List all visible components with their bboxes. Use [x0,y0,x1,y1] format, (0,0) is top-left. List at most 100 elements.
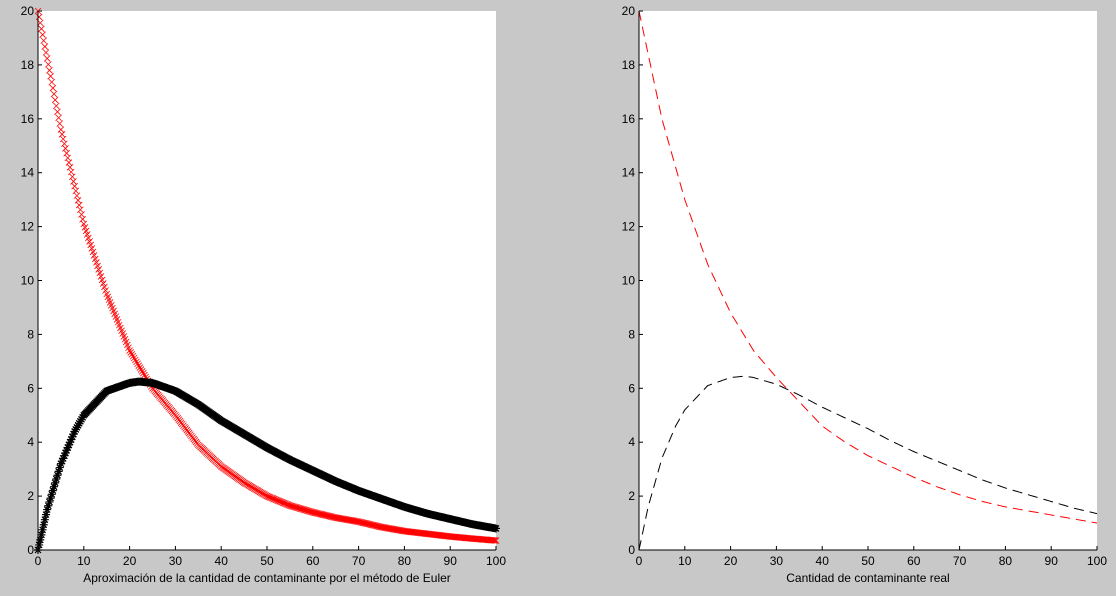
data-point-x [126,347,133,354]
data-point-x [41,43,49,50]
x-tick-label: 0 [636,554,643,568]
data-point-x [136,364,144,371]
x-tick-label: 50 [260,554,274,568]
y-tick-label: 6 [628,381,635,395]
data-point-x [96,269,104,277]
data-point-x [102,287,109,294]
data-point-x [133,358,140,366]
data-point-x [278,498,286,506]
data-point-x [132,356,139,364]
data-point-x [88,245,96,252]
x-tick-label: 80 [398,554,412,568]
y-tick-label: 14 [21,166,35,180]
series-line [638,375,1098,551]
data-point-x [50,90,58,98]
series-0 [638,10,1098,524]
x-tick-label: 70 [352,554,366,568]
x-tick-label: 20 [724,554,738,568]
data-point-x [280,499,288,507]
data-point-x [81,224,89,231]
data-point-x [282,500,289,507]
data-point-x [47,72,54,80]
x-tick-label: 10 [678,554,692,568]
data-point-x [80,220,88,228]
data-point-x [263,492,271,500]
data-point-star [50,482,59,491]
data-point-x [39,31,46,38]
right-axes: 0 10 20 30 40 50 60 70 80 90 100 0 2 4 6 8 10 12 14 16 18 20 C… [622,4,1108,585]
y-tick-label: 10 [21,274,35,288]
data-point-star [52,475,61,484]
data-point-x [129,352,137,360]
x-tick-label: 40 [215,554,229,568]
data-point-star [40,515,49,524]
y-tick-label: 10 [622,274,636,288]
data-point-x [82,227,90,235]
data-point-x [268,494,275,502]
data-point-x [267,494,274,501]
series-1 [34,377,500,554]
data-point-star [48,486,57,495]
data-point-star [70,427,79,436]
y-tick-label: 4 [628,435,635,449]
data-point-x [279,499,287,506]
data-point-x [54,108,61,116]
data-point-x [87,241,94,249]
data-point-x [51,96,59,104]
data-point-star [75,419,84,428]
data-point-star [61,448,70,457]
data-point-star [46,494,55,503]
data-point-star [43,505,52,514]
data-point-x [55,114,62,122]
data-point-star [76,417,85,426]
data-point-x [99,280,107,287]
data-point-x [285,501,293,509]
data-point-star [56,459,65,468]
y-tick-label: 6 [27,381,34,395]
data-point-x [95,266,102,273]
data-point-star [47,490,56,499]
x-axis-label: Aproximación de la cantidad de contamina… [83,571,451,585]
data-point-star [63,443,72,452]
data-point-x [490,537,497,544]
data-point-star [72,423,81,432]
x-tick-label: 40 [816,554,830,568]
plot-area [38,11,496,550]
data-point-x [284,501,291,508]
x-tick-label: 0 [35,554,42,568]
data-point-star [71,425,80,434]
data-point-x [130,354,138,362]
x-tick-label: 10 [77,554,91,568]
data-point-x [283,500,290,508]
data-point-x [140,369,147,377]
data-point-star [69,430,78,439]
series-1 [638,375,1098,551]
x-tick-label: 60 [907,554,921,568]
data-point-x [141,371,148,379]
plot-area [639,11,1097,550]
y-tick-label: 2 [27,489,34,503]
data-point-star [55,463,64,472]
data-point-x [98,276,106,284]
data-point-x [276,498,283,505]
y-tick-label: 14 [622,166,636,180]
data-point-x [269,495,277,502]
data-point-star [53,471,62,480]
y-tick-label: 18 [622,58,636,72]
data-point-x [135,362,143,369]
data-point-star [42,510,51,519]
data-point-x [271,496,279,503]
data-point-x [46,67,53,74]
y-tick-label: 12 [622,220,636,234]
data-point-star [51,478,60,487]
y-tick-label: 0 [27,543,34,557]
data-point-star [64,440,73,449]
data-point-x [40,37,48,44]
data-point-x [89,248,97,256]
data-point-x [137,366,145,373]
y-tick-label: 8 [27,327,34,341]
data-point-star [66,438,75,447]
data-point-star [36,535,45,544]
data-point-x [275,497,282,505]
